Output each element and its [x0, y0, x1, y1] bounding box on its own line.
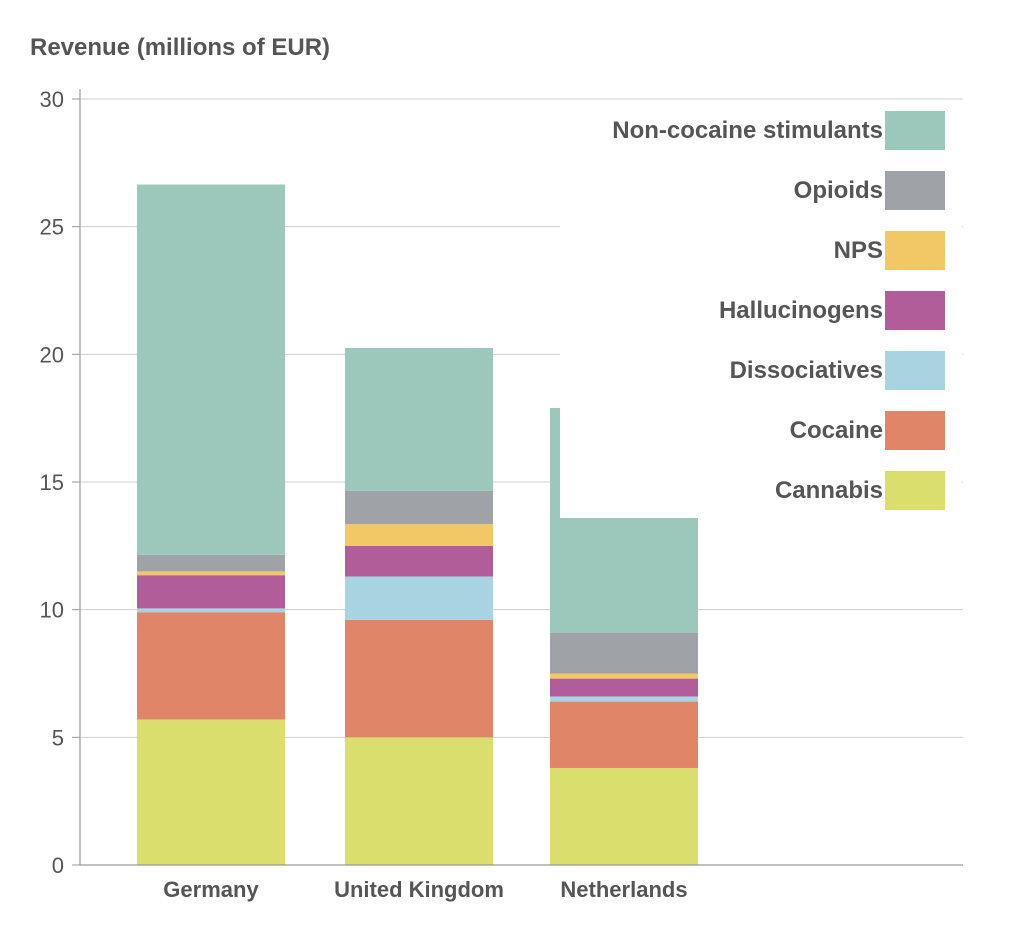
y-tick-label: 25: [40, 215, 64, 240]
bar-segment: [345, 737, 493, 865]
bar-segment: [550, 701, 698, 768]
y-tick-label: 20: [40, 342, 64, 367]
bar-segment: [345, 347, 493, 491]
y-tick-label: 0: [52, 853, 64, 878]
bar-segment: [345, 545, 493, 577]
y-tick-label: 10: [40, 598, 64, 623]
legend-label: Hallucinogens: [719, 297, 883, 324]
x-category-label: Germany: [163, 877, 259, 902]
legend-label: Opioids: [794, 177, 883, 204]
bar-segment: [137, 612, 285, 720]
bar-segment: [550, 673, 698, 679]
legend-swatch: [885, 411, 945, 450]
axes: 0 5 10 15 20 25 30 Germany United Kingdom Netherl…: [40, 87, 963, 902]
bar-segment: [550, 767, 698, 865]
legend-label: Dissociatives: [730, 357, 883, 384]
bar-segment: [345, 619, 493, 738]
legend-swatch: [885, 291, 945, 330]
bar-segment: [137, 608, 285, 613]
legend-label: NPS: [834, 237, 883, 264]
legend-swatch: [885, 351, 945, 390]
bar-segment: [137, 184, 285, 555]
legend-label: Cocaine: [790, 417, 883, 444]
bar-segment: [550, 632, 698, 674]
bars: [137, 184, 698, 865]
legend-label: Cannabis: [775, 477, 883, 504]
y-tick-label: 30: [40, 87, 64, 112]
y-axis-label: Revenue (millions of EUR): [30, 34, 330, 61]
bar-segment: [137, 719, 285, 865]
legend-swatch: [885, 171, 945, 210]
bar-segment: [550, 678, 698, 697]
x-category-label: United Kingdom: [334, 877, 504, 902]
legend: Non-cocaine stimulants Opioids NPS Hallucin…: [560, 102, 962, 518]
bar-segment: [137, 571, 285, 576]
bar-segment: [345, 524, 493, 546]
legend-swatch: [885, 471, 945, 510]
bar-segment: [550, 696, 698, 702]
bar-segment: [137, 554, 285, 572]
legend-swatch: [885, 111, 945, 150]
legend-swatch: [885, 231, 945, 270]
bar-segment: [345, 576, 493, 620]
x-category-label: Netherlands: [560, 877, 687, 902]
legend-label: Non-cocaine stimulants: [612, 117, 883, 144]
y-tick-label: 5: [52, 725, 64, 750]
bar-segment: [345, 490, 493, 525]
y-tick-label: 15: [40, 470, 64, 495]
bar-segment: [137, 575, 285, 609]
